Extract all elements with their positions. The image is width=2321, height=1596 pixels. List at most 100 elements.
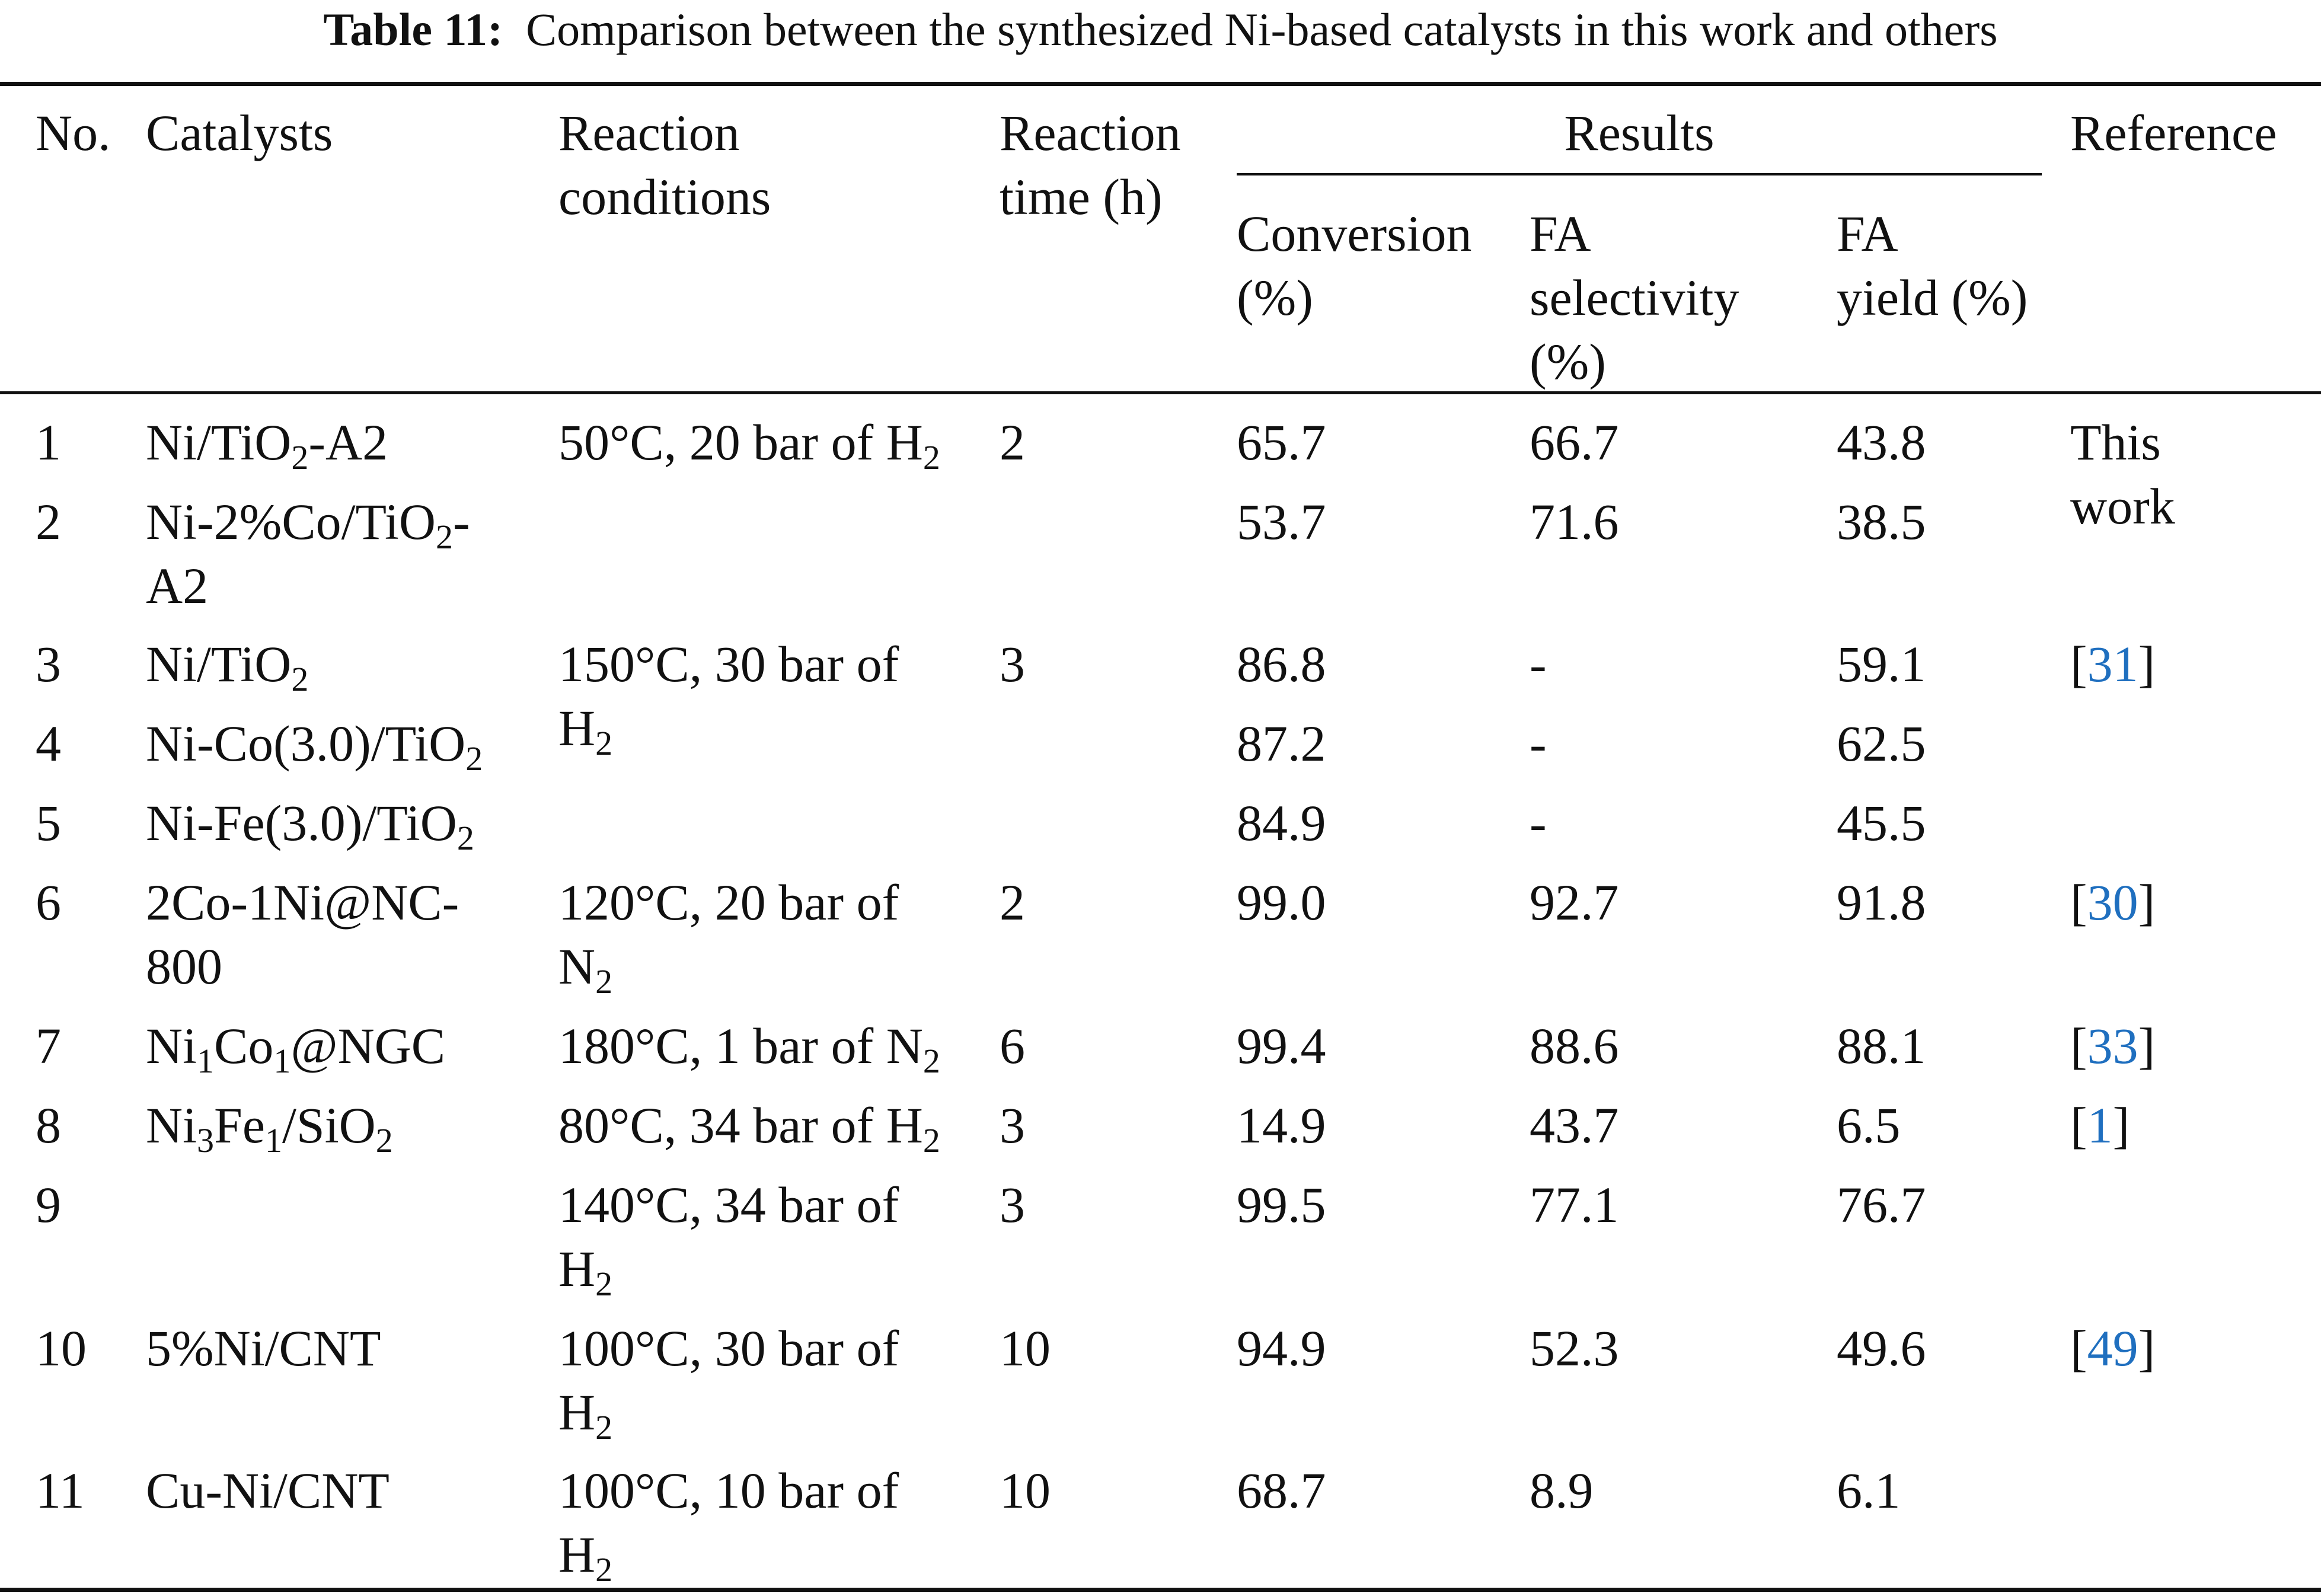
header-results: Results: [1564, 104, 1715, 161]
catalyst-cell: Ni/TiO2: [146, 636, 309, 698]
conversion-cell: 84.9: [1237, 794, 1326, 851]
conversion-cell: 65.7: [1237, 414, 1326, 471]
header-conditions-line1: Reaction: [558, 104, 740, 161]
time-cell: 10: [1000, 1462, 1051, 1519]
header-yield-line2: yield (%): [1837, 269, 2028, 326]
catalyst-cell: 5%Ni/CNT: [146, 1320, 381, 1377]
yield-cell: 43.8: [1837, 414, 1926, 471]
reference-cell-line2: work: [2070, 478, 2175, 535]
bottom-rule: [0, 1588, 2321, 1592]
reference-cell: [31]: [2070, 636, 2156, 692]
condition-cell-line2: H2: [558, 1384, 613, 1447]
reference-link[interactable]: 33: [2087, 1017, 2138, 1074]
condition-cell: 50°C, 20 bar of H2: [558, 414, 940, 477]
conversion-cell: 99.4: [1237, 1017, 1326, 1074]
row-number: 2: [36, 493, 61, 550]
catalyst-cell: Cu-Ni/CNT: [146, 1462, 390, 1519]
reference-link[interactable]: 49: [2087, 1320, 2138, 1377]
header-selectivity-line1: FA: [1530, 205, 1591, 262]
header-time-line2: time (h): [1000, 168, 1163, 225]
condition-cell-line2: H2: [558, 700, 613, 762]
conversion-cell: 94.9: [1237, 1320, 1326, 1377]
catalyst-cell: Ni-Co(3.0)/TiO2: [146, 715, 483, 778]
row-number: 6: [36, 874, 61, 931]
yield-cell: 76.7: [1837, 1176, 1926, 1233]
conversion-cell: 68.7: [1237, 1462, 1326, 1519]
table-title: Comparison between the synthesized Ni-ba…: [526, 4, 1998, 55]
conversion-cell: 99.0: [1237, 874, 1326, 931]
selectivity-cell: 52.3: [1530, 1320, 1619, 1377]
yield-cell: 6.1: [1837, 1462, 1901, 1519]
row-number: 1: [36, 414, 61, 471]
row-number: 9: [36, 1176, 61, 1233]
header-conversion-line1: Conversion: [1237, 205, 1472, 262]
row-number: 4: [36, 715, 61, 772]
reference-link[interactable]: 30: [2087, 874, 2138, 931]
reference-cell: [49]: [2070, 1320, 2156, 1377]
catalyst-cell-line2: A2: [146, 557, 209, 614]
results-rule: [1237, 173, 2042, 175]
catalyst-cell: Ni1Co1@NGC: [146, 1017, 446, 1080]
yield-cell: 38.5: [1837, 493, 1926, 550]
table-label: Table 11:: [323, 4, 503, 55]
selectivity-cell: 92.7: [1530, 874, 1619, 931]
conversion-cell: 87.2: [1237, 715, 1326, 772]
conversion-cell: 53.7: [1237, 493, 1326, 550]
reference-cell: [30]: [2070, 874, 2156, 931]
condition-cell-line1: 100°C, 10 bar of: [558, 1462, 899, 1519]
selectivity-cell: 43.7: [1530, 1097, 1619, 1154]
row-number: 7: [36, 1017, 61, 1074]
condition-cell-line2: H2: [558, 1526, 613, 1589]
reference-link[interactable]: 31: [2087, 636, 2138, 692]
condition-cell: 180°C, 1 bar of N2: [558, 1017, 940, 1080]
row-number: 10: [36, 1320, 87, 1377]
selectivity-cell: 77.1: [1530, 1176, 1619, 1233]
header-selectivity-line3: (%): [1530, 333, 1606, 390]
condition-cell-line2: H2: [558, 1240, 613, 1303]
time-cell: 2: [1000, 874, 1025, 931]
conversion-cell: 99.5: [1237, 1176, 1326, 1233]
conversion-cell: 14.9: [1237, 1097, 1326, 1154]
time-cell: 3: [1000, 1097, 1025, 1154]
catalyst-cell: Ni/TiO2-A2: [146, 414, 388, 477]
header-conversion-line2: (%): [1237, 269, 1313, 326]
condition-cell-line1: 120°C, 20 bar of: [558, 874, 899, 931]
row-number: 3: [36, 636, 61, 692]
selectivity-cell: -: [1530, 636, 1547, 692]
header-rule: [0, 391, 2321, 394]
condition-cell-line2: N2: [558, 938, 613, 1001]
selectivity-cell: -: [1530, 794, 1547, 851]
selectivity-cell: 66.7: [1530, 414, 1619, 471]
header-no: No.: [36, 104, 111, 161]
catalyst-cell: Ni3Fe1/SiO2: [146, 1097, 393, 1160]
yield-cell: 88.1: [1837, 1017, 1926, 1074]
catalyst-cell-line1: 2Co-1Ni@NC-: [146, 874, 459, 931]
time-cell: 10: [1000, 1320, 1051, 1377]
time-cell: 3: [1000, 1176, 1025, 1233]
header-conditions-line2: conditions: [558, 168, 771, 225]
condition-cell-line1: 100°C, 30 bar of: [558, 1320, 899, 1377]
table-caption: Table 11: Comparison between the synthes…: [0, 2, 2321, 57]
yield-cell: 6.5: [1837, 1097, 1901, 1154]
yield-cell: 59.1: [1837, 636, 1926, 692]
selectivity-cell: 8.9: [1530, 1462, 1594, 1519]
reference-cell: [1]: [2070, 1097, 2130, 1154]
selectivity-cell: 88.6: [1530, 1017, 1619, 1074]
time-cell: 2: [1000, 414, 1025, 471]
reference-link[interactable]: 1: [2087, 1097, 2113, 1154]
reference-cell-line1: This: [2070, 414, 2161, 471]
top-rule: [0, 82, 2321, 86]
selectivity-cell: -: [1530, 715, 1547, 772]
row-number: 8: [36, 1097, 61, 1154]
time-cell: 3: [1000, 636, 1025, 692]
yield-cell: 45.5: [1837, 794, 1926, 851]
conversion-cell: 86.8: [1237, 636, 1326, 692]
header-reference: Reference: [2070, 104, 2277, 161]
condition-cell-line1: 140°C, 34 bar of: [558, 1176, 899, 1233]
catalyst-cell: Ni-Fe(3.0)/TiO2: [146, 794, 474, 857]
row-number: 5: [36, 794, 61, 851]
yield-cell: 49.6: [1837, 1320, 1926, 1377]
header-time-line1: Reaction: [1000, 104, 1181, 161]
header-selectivity-line2: selectivity: [1530, 269, 1739, 326]
header-yield-line1: FA: [1837, 205, 1898, 262]
